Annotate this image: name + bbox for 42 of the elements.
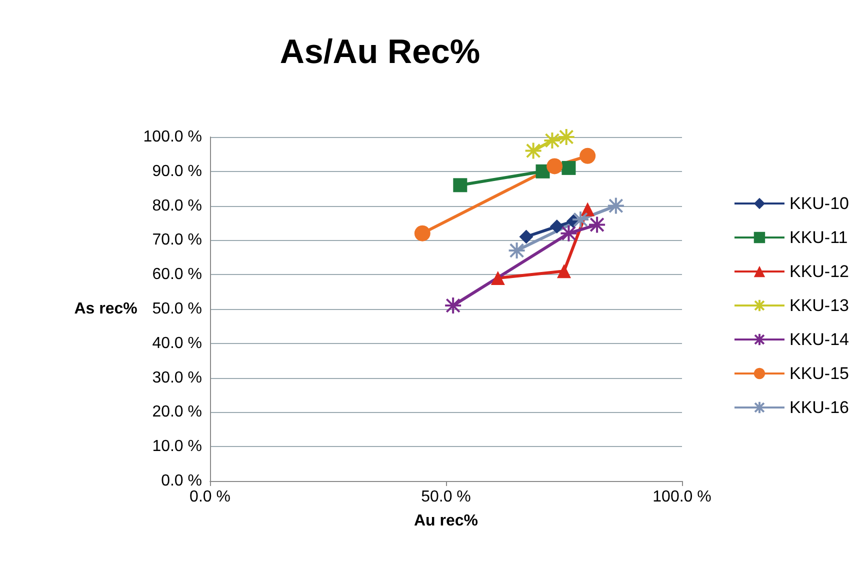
y-tick-label: 10.0 %: [152, 438, 202, 456]
point: [524, 142, 542, 160]
legend-label: KKU-13: [789, 296, 850, 315]
y-tick-label: 40.0 %: [152, 334, 202, 352]
legend-label: KKU-15: [789, 364, 850, 383]
x-tick-label: 100.0 %: [652, 488, 712, 506]
point: [414, 225, 430, 242]
point: [444, 296, 462, 315]
point: [453, 178, 468, 192]
point: [490, 271, 505, 286]
y-tick-label: 80.0 %: [152, 197, 202, 214]
legend-label: KKU-11: [789, 228, 848, 247]
point: [580, 148, 596, 164]
legend-label: KKU-16: [789, 398, 850, 417]
y-tick-label: 70.0 %: [152, 232, 202, 249]
legend-label: KKU-12: [789, 262, 850, 281]
y-tick-label: 20.0 %: [152, 404, 202, 421]
x-tick-label: 0.0 %: [190, 488, 230, 506]
point: [543, 131, 562, 150]
y-tick-label: 100.0 %: [143, 128, 202, 146]
y-axis-title: As rec%: [74, 300, 138, 318]
point: [572, 210, 590, 229]
point: [557, 264, 571, 278]
point: [606, 196, 625, 215]
point: [560, 224, 578, 242]
chart-title: As/Au Rec%: [280, 33, 480, 71]
legend-label: KKU-10: [789, 194, 850, 213]
point: [546, 158, 563, 174]
point: [562, 160, 576, 175]
x-axis-title: Au rec%: [414, 512, 478, 530]
point: [557, 128, 576, 146]
x-tick-label: 50.0 %: [421, 488, 471, 506]
y-tick-label: 0.0 %: [161, 472, 202, 490]
point: [550, 219, 564, 234]
y-tick-label: 50.0 %: [152, 300, 202, 318]
y-tick-label: 30.0 %: [152, 369, 202, 386]
y-tick-label: 60.0 %: [152, 266, 202, 284]
point: [588, 216, 606, 234]
y-tick-label: 90.0 %: [152, 162, 202, 180]
legend-label: KKU-14: [789, 330, 850, 349]
point: [519, 230, 534, 244]
point: [508, 242, 526, 260]
